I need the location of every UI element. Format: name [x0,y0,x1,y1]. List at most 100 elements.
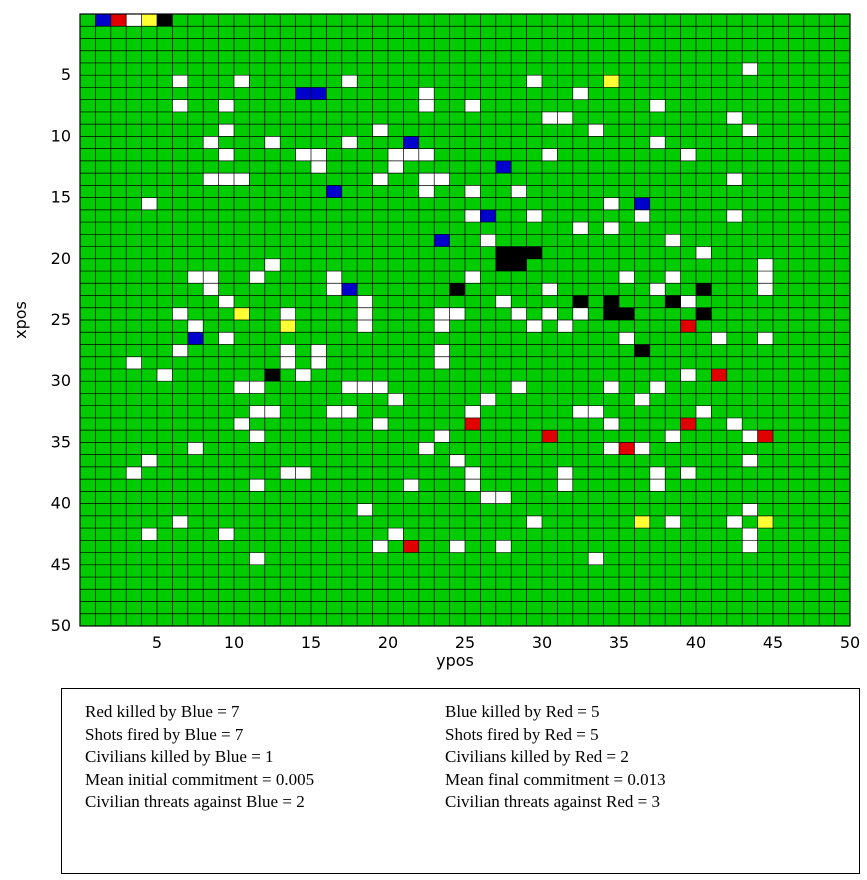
x-tick-label: 45 [763,633,783,652]
stats-box: Red killed by Blue = 7 Shots fired by Bl… [61,688,860,874]
red-cell [680,417,696,431]
y-tick-label: 15 [51,188,71,207]
x-tick-label: 25 [455,633,475,652]
civilian-cell [572,87,589,100]
civilian-cell [726,111,743,125]
civilian-cell [234,381,250,394]
civilian-cell [388,393,404,406]
civilian-cell [511,307,527,320]
civilian-cell [542,111,558,125]
civilian-cell [511,185,527,198]
civilian-cell [495,491,512,504]
civilian-cell [357,381,373,394]
stats-left-column: Red killed by Blue = 7 Shots fired by Bl… [85,701,314,814]
civilian-cell [742,124,758,137]
civilian-cell [295,466,311,480]
civilian-cell [465,479,481,492]
yellow-cell [757,515,773,529]
civilian-cell [357,503,373,516]
civilian-cell [249,552,265,565]
stats-right-column: Blue killed by Red = 5 Shots fired by Re… [445,701,666,814]
x-tick-label: 15 [301,633,321,652]
civilian-cell [495,295,512,308]
red-cell [465,417,481,431]
civilian-cell [696,246,712,259]
civilian-cell [126,14,142,27]
civilian-cell [434,173,450,186]
red-cell [619,442,635,455]
civilian-cell [526,320,542,333]
dead-cell [696,307,712,320]
civilian-cell [757,332,773,345]
civilian-cell [480,393,496,406]
dead-cell [264,368,281,382]
stat-civilian-threats-against-blue: Civilian threats against Blue = 2 [85,792,305,811]
civilian-cell [557,479,573,492]
civilian-cell [603,442,619,455]
civilian-cell [680,295,696,308]
civilian-cell [726,173,743,186]
civilian-cell [403,148,419,161]
y-tick-label: 35 [51,432,71,451]
blue-cell [95,14,111,27]
civilian-cell [264,258,281,272]
y-tick-label: 40 [51,494,71,513]
dead-cell [572,295,589,308]
civilian-cell [757,258,773,272]
civilian-cell [665,271,681,284]
civilian-cell [449,454,465,467]
yellow-cell [280,320,296,333]
blue-cell [495,160,512,174]
civilian-cell [434,307,450,320]
civilian-cell [249,405,265,418]
civilian-cell [372,540,388,553]
civilian-cell [141,197,157,210]
civilian-cell [572,222,589,235]
civilian-cell [218,148,234,161]
civilian-cell [172,344,188,357]
y-tick-label: 25 [51,310,71,329]
civilian-cell [742,454,758,467]
civilian-cell [126,356,142,369]
red-cell [711,368,727,382]
blue-cell [341,283,358,296]
civilian-cell [418,99,435,112]
dead-cell [157,14,173,27]
civilian-cell [172,99,188,112]
civilian-cell [311,356,327,369]
civilian-cell [649,479,666,492]
civilian-cell [742,503,758,516]
civilian-cell [465,271,481,284]
gridline-layer [80,14,850,626]
x-tick-label: 10 [224,633,244,652]
civilian-cell [280,344,296,357]
civilian-cell [557,111,573,125]
y-tick-label: 5 [61,65,71,84]
civilian-cell [218,99,234,112]
civilian-cell [249,271,265,284]
civilian-cell [295,368,311,382]
civilian-cell [326,271,342,284]
civilian-cell [403,479,419,492]
civilian-cell [665,515,681,529]
civilian-cell [311,148,327,161]
civilian-cell [388,528,404,541]
civilian-cell [434,356,450,369]
civilian-cell [649,99,666,112]
civilian-cell [711,332,727,345]
stat-civilians-killed-by-red: Civilians killed by Red = 2 [445,747,629,766]
civilian-cell [280,356,296,369]
civilian-cell [526,515,542,529]
civilian-cell [649,136,666,149]
civilian-cell [172,75,188,88]
civilian-cell [588,552,604,565]
civilian-cell [542,307,558,320]
x-tick-labels: 5 10 15 20 25 30 35 40 45 50 [152,633,860,652]
y-tick-label: 30 [51,371,71,390]
civilian-cell [634,442,650,455]
civilian-cell [203,271,219,284]
civilian-cell [696,405,712,418]
civilian-cell [418,442,435,455]
dead-cell [619,307,635,320]
civilian-cell [187,271,204,284]
